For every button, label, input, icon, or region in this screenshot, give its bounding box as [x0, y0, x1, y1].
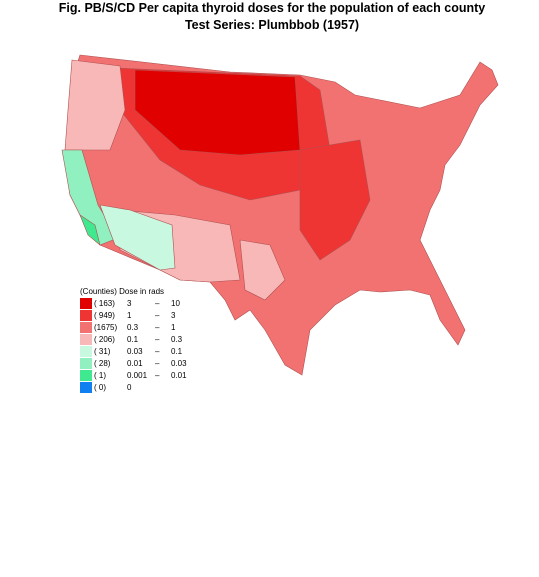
legend-low: 0.03 — [127, 347, 143, 356]
map-region-ca-deep — [79, 214, 101, 246]
legend-high: 1 — [171, 323, 176, 332]
map-region-ca-green — [61, 149, 119, 246]
legend-count: ( 163) — [94, 299, 115, 308]
legend-low: 0.001 — [127, 371, 148, 380]
legend-low: 1 — [127, 311, 132, 320]
title: Fig. PB/S/CD Per capita thyroid doses fo… — [59, 1, 485, 15]
legend-high: 0.1 — [171, 347, 183, 356]
legend-dash: – — [155, 359, 160, 368]
legend-swatch — [80, 334, 92, 345]
legend-dash: – — [155, 335, 160, 344]
legend-count: ( 31) — [94, 347, 111, 356]
map-region-pacific-nw — [64, 59, 126, 151]
legend-high: 3 — [171, 311, 176, 320]
legend-swatch — [80, 310, 92, 321]
legend-high: 0.01 — [171, 371, 187, 380]
legend-swatch — [80, 298, 92, 309]
map-region-az-green — [99, 204, 176, 271]
legend-low: 3 — [127, 299, 132, 308]
legend-low: 0.01 — [127, 359, 143, 368]
legend-count: ( 28) — [94, 359, 111, 368]
legend-header: (Counties) Dose in rads — [80, 287, 164, 296]
us-map — [61, 54, 499, 376]
legend-dash: – — [155, 347, 160, 356]
legend-dash: – — [155, 299, 160, 308]
legend-swatch — [80, 382, 92, 393]
legend-high: 0.3 — [171, 335, 183, 344]
map-region-mid-east — [299, 139, 371, 261]
legend-count: ( 1) — [94, 371, 106, 380]
legend-swatch — [80, 322, 92, 333]
map-region-texas-light — [239, 239, 286, 301]
legend-low: 0.3 — [127, 323, 139, 332]
legend-high: 10 — [171, 299, 180, 308]
legend-count: ( 949) — [94, 311, 115, 320]
legend-count: (1675) — [94, 323, 117, 332]
legend-swatch — [80, 370, 92, 381]
legend-swatch — [80, 358, 92, 369]
legend-count: ( 0) — [94, 383, 106, 392]
legend-swatch — [80, 346, 92, 357]
legend: (Counties) Dose in rads ( 163) 3–10( 949)… — [80, 287, 187, 393]
legend-dash: – — [155, 371, 160, 380]
legend-dash: – — [155, 311, 160, 320]
legend-count: ( 206) — [94, 335, 115, 344]
subtitle: Test Series: Plumbbob (1957) — [185, 18, 359, 32]
legend-dash: – — [155, 323, 160, 332]
map-region-highest — [134, 69, 301, 156]
legend-low: 0 — [127, 383, 132, 392]
legend-high: 0.03 — [171, 359, 187, 368]
legend-low: 0.1 — [127, 335, 139, 344]
